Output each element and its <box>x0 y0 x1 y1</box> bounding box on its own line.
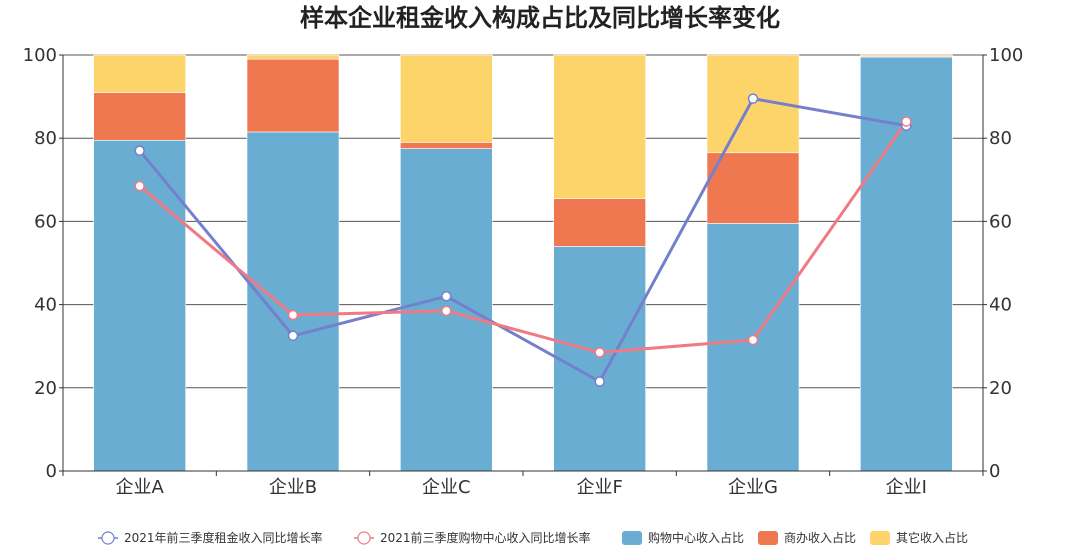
y2-tick-label: 60 <box>989 211 1012 232</box>
legend-item[interactable]: 2021前三季度购物中心收入同比增长率 <box>354 530 591 545</box>
y-tick-label: 80 <box>34 128 57 149</box>
bar-segment <box>400 54 493 143</box>
bar-segment <box>553 198 646 247</box>
bar-segment <box>860 54 953 57</box>
line-point <box>901 116 912 127</box>
x-tick-label: 企业C <box>422 477 471 498</box>
line-point <box>287 309 299 321</box>
x-tick-label: 企业F <box>576 477 622 498</box>
y2-tick-label: 0 <box>989 461 1000 482</box>
series-line <box>138 97 907 384</box>
bar-segment <box>93 139 186 472</box>
legend[interactable]: 2021年前三季度租金收入同比增长率 2021前三季度购物中心收入同比增长率 购物中… <box>98 530 968 545</box>
x-tick-label: 企业A <box>116 477 165 498</box>
bar-segment <box>246 131 340 472</box>
x-tick-label: 企业I <box>886 477 927 498</box>
series-line <box>138 120 908 354</box>
line-point <box>134 180 145 192</box>
bar-segment <box>400 142 493 149</box>
x-tick-label: 企业G <box>728 477 778 498</box>
bars <box>93 54 953 472</box>
legend-label: 2021年前三季度租金收入同比增长率 <box>124 530 323 545</box>
legend-circle-symbol <box>357 531 371 545</box>
x-tick-label: 企业B <box>269 477 317 498</box>
legend-label: 购物中心收入占比 <box>648 530 744 545</box>
line-point <box>287 330 299 342</box>
legend-item[interactable]: 购物中心收入占比 <box>622 530 744 545</box>
y-tick-label: 0 <box>46 461 57 482</box>
bar-segment <box>93 54 186 93</box>
legend-label: 2021前三季度购物中心收入同比增长率 <box>380 530 591 545</box>
y2-tick-label: 20 <box>989 378 1012 399</box>
line-point <box>441 291 452 302</box>
y-tick-label: 40 <box>34 295 57 316</box>
bar-segment <box>706 152 800 224</box>
line-point <box>134 145 145 156</box>
bar-segment <box>93 92 186 141</box>
legend-label: 其它收入占比 <box>896 530 968 545</box>
legend-item[interactable]: 2021年前三季度租金收入同比增长率 <box>98 530 323 545</box>
legend-label: 商办收入占比 <box>784 530 856 545</box>
y-tick-label: 20 <box>34 378 57 399</box>
bar-segment <box>706 223 800 472</box>
line-point <box>747 93 759 104</box>
line-point <box>441 305 452 317</box>
y2-tick-label: 100 <box>989 45 1023 66</box>
legend-bar-symbol <box>622 531 642 545</box>
line-point <box>594 376 605 387</box>
y2-tick-label: 40 <box>989 295 1012 316</box>
lines <box>134 93 912 387</box>
legend-item[interactable]: 商办收入占比 <box>758 530 856 545</box>
legend-circle-symbol <box>101 531 115 545</box>
legend-item[interactable]: 其它收入占比 <box>870 530 968 545</box>
y-tick-label: 60 <box>34 211 57 232</box>
bar-segment <box>246 54 340 60</box>
line-point <box>747 334 759 346</box>
chart-title: 样本企业租金收入构成占比及同比增长率变化 <box>300 4 780 32</box>
bar-segment <box>246 58 340 133</box>
y2-tick-label: 80 <box>989 128 1012 149</box>
legend-bar-symbol <box>758 531 778 545</box>
line-point <box>594 347 605 358</box>
axes: 0 20 40 60 80 100 0 20 40 60 80 100 企业A 企业B 企业C 企业F 企业G 企… <box>23 45 1024 498</box>
y-tick-label: 100 <box>23 45 57 66</box>
legend-bar-symbol <box>870 531 890 545</box>
grid-lines <box>63 54 983 472</box>
bar-segment <box>553 246 646 472</box>
bar-segment <box>553 54 646 199</box>
